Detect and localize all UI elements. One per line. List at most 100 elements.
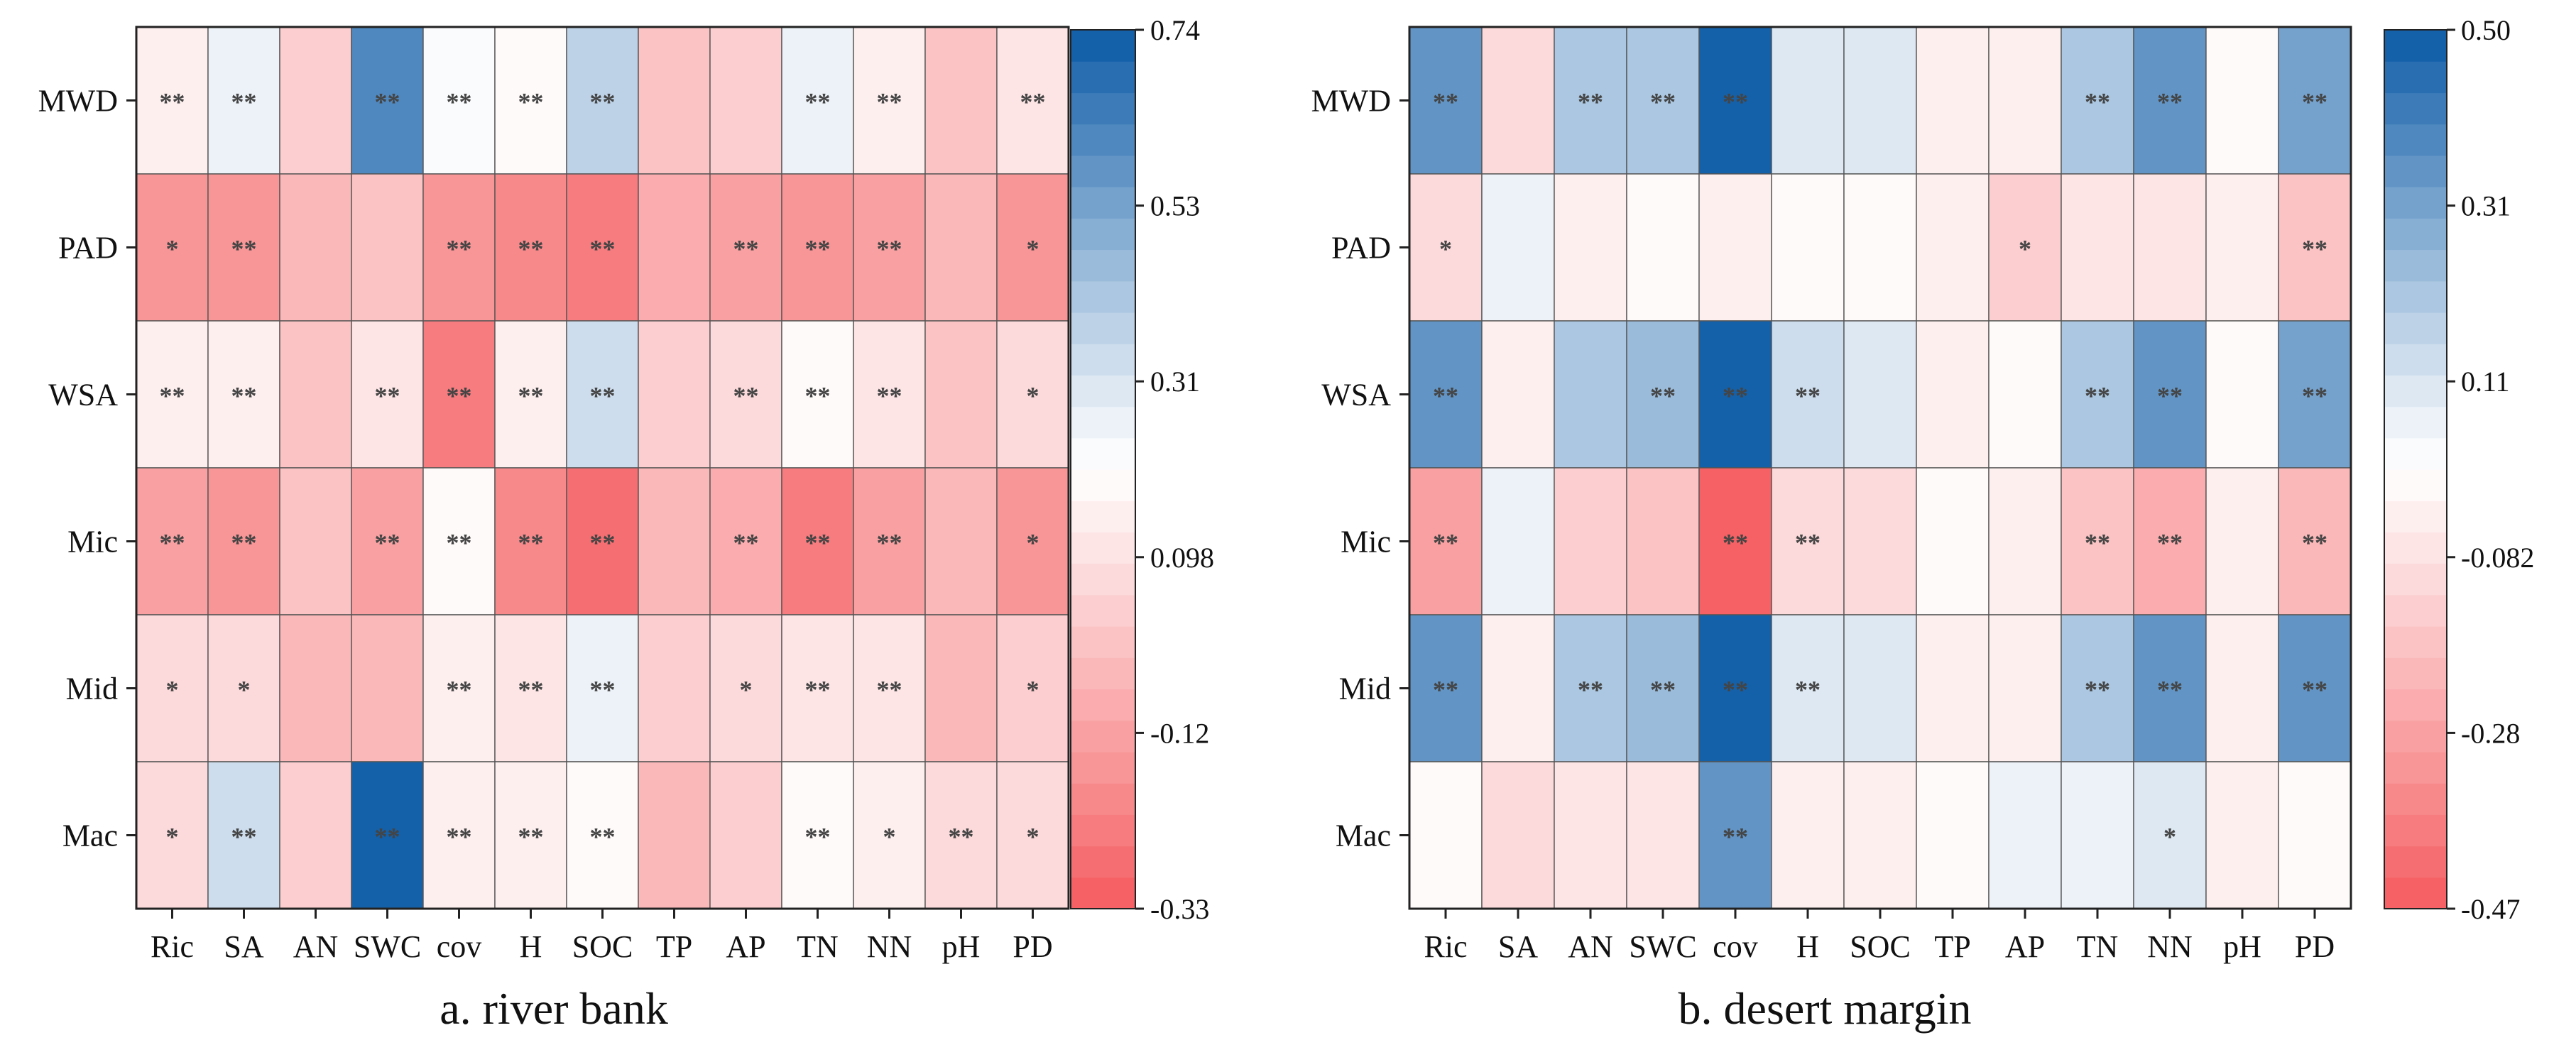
significance-mark: **	[375, 823, 400, 851]
colorbar-band	[1071, 532, 1135, 564]
heatmap-cell	[1843, 761, 1917, 909]
heatmap-cell	[1698, 320, 1772, 469]
heatmap-cell	[1409, 761, 1483, 909]
heatmap-panel-river-bank: ** ** ** ** ** ** ** ** *** ** ** ** ** ** ** ** *** ** **…	[38, 14, 1214, 1034]
x-tick-label: AP	[2005, 929, 2045, 964]
significance-mark: **	[1650, 676, 1676, 704]
significance-mark: **	[1433, 88, 1458, 116]
colorbar-band	[1071, 249, 1135, 282]
heatmap-cell	[1698, 173, 1772, 322]
significance-mark: **	[2157, 382, 2183, 410]
heatmap-cell	[1554, 26, 1627, 175]
x-tick-label: SA	[224, 929, 263, 964]
colorbar-band	[2384, 877, 2447, 909]
significance-mark: **	[447, 676, 472, 704]
colorbar-band	[2384, 783, 2447, 815]
significance-mark: *	[166, 823, 179, 851]
colorbar-band	[1071, 814, 1135, 847]
heatmap-cell	[422, 761, 496, 909]
significance-mark: **	[1433, 676, 1458, 704]
colorbar-band	[2384, 312, 2447, 344]
heatmap-cell	[1626, 761, 1700, 909]
colorbar-tick-label: -0.47	[2461, 893, 2520, 925]
heatmap-cell	[924, 26, 998, 175]
significance-mark: **	[1433, 382, 1458, 410]
x-tick-label: TN	[797, 929, 839, 964]
significance-mark: **	[231, 235, 257, 263]
significance-mark: **	[2157, 529, 2183, 557]
significance-mark: **	[447, 382, 472, 410]
significance-mark: **	[447, 235, 472, 263]
colorbar-band	[2384, 563, 2447, 596]
heatmap-cell	[1481, 467, 1555, 615]
colorbar-band	[2384, 187, 2447, 219]
heatmap-cell	[709, 761, 782, 909]
significance-mark: **	[590, 823, 616, 851]
significance-mark: **	[2302, 235, 2327, 263]
heatmap-cell	[136, 467, 209, 615]
y-tick-label: Mid	[1339, 672, 1391, 706]
colorbar-band	[2384, 814, 2447, 847]
significance-mark: **	[805, 676, 831, 704]
significance-mark: **	[375, 529, 400, 557]
significance-mark: **	[1723, 382, 1748, 410]
colorbar-band	[2384, 280, 2447, 313]
significance-mark: **	[2302, 382, 2327, 410]
heatmap-cell	[1843, 467, 1917, 615]
significance-mark: **	[160, 382, 185, 410]
significance-mark: **	[1723, 529, 1748, 557]
heatmap-cell	[566, 761, 639, 909]
heatmap-cell	[422, 320, 496, 469]
y-tick-label: WSA	[48, 378, 118, 412]
colorbar-band	[1071, 155, 1135, 187]
significance-mark: **	[733, 529, 759, 557]
significance-mark: **	[2302, 529, 2327, 557]
heatmap-cell	[1481, 614, 1555, 762]
significance-mark: *	[740, 676, 753, 704]
significance-mark: *	[2163, 823, 2176, 851]
significance-mark: *	[1027, 529, 1039, 557]
heatmap-panel-desert-margin: ** ** ** ** ** ** *** * **** ** ** ** ** ** **** ** ** **…	[1311, 14, 2535, 1034]
significance-mark: **	[231, 529, 257, 557]
x-tick-label: SWC	[354, 929, 421, 964]
heatmap-cell	[2061, 173, 2134, 322]
heatmap-cell	[1698, 467, 1772, 615]
colorbar-band	[1071, 689, 1135, 721]
x-tick-label: TP	[656, 929, 692, 964]
heatmap-cell	[1988, 320, 2062, 469]
heatmap-cell	[1771, 173, 1845, 322]
colorbar-band	[1071, 437, 1135, 470]
heatmap-cell	[1916, 26, 1990, 175]
y-tick-label: Mic	[67, 525, 118, 559]
heatmap-cell	[2278, 320, 2352, 469]
heatmap-cell	[351, 614, 424, 762]
significance-mark: *	[1027, 382, 1039, 410]
heatmap-cell	[709, 467, 782, 615]
colorbar-band	[1071, 626, 1135, 658]
significance-mark: **	[2157, 88, 2183, 116]
x-tick-label: SWC	[1629, 929, 1696, 964]
heatmap-cell	[781, 761, 854, 909]
significance-mark: **	[2157, 676, 2183, 704]
heatmap-cell	[351, 467, 424, 615]
heatmap-cell	[1916, 761, 1990, 909]
heatmap-cell	[781, 467, 854, 615]
heatmap-cell	[638, 26, 711, 175]
heatmap-cell	[1771, 761, 1845, 909]
colorbar-band	[1071, 406, 1135, 439]
heatmap-cell	[1843, 173, 1917, 322]
significance-mark: **	[590, 382, 616, 410]
colorbar-band	[1071, 30, 1135, 62]
significance-mark: **	[733, 382, 759, 410]
significance-mark: **	[1723, 676, 1748, 704]
y-tick-label: MWD	[38, 84, 118, 119]
significance-mark: **	[447, 88, 472, 116]
significance-mark: **	[518, 382, 544, 410]
heatmap-cell	[351, 320, 424, 469]
heatmap-cell	[207, 26, 280, 175]
significance-mark: **	[877, 529, 902, 557]
heatmap-cell	[638, 467, 711, 615]
significance-mark: **	[375, 382, 400, 410]
significance-mark: **	[231, 823, 257, 851]
colorbar-band	[1071, 469, 1135, 501]
